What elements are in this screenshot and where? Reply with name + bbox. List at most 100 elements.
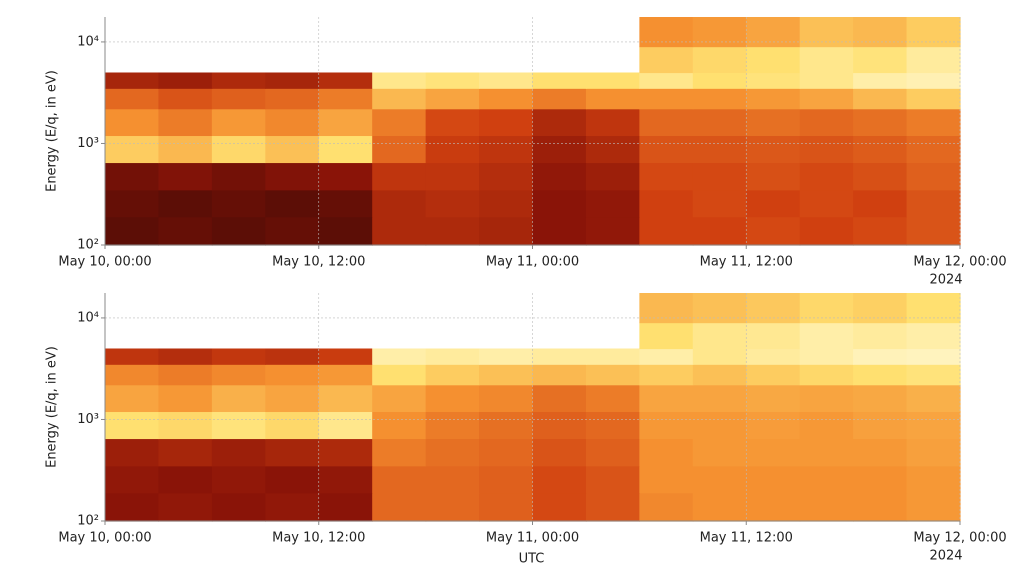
heatmap-cell bbox=[211, 438, 266, 467]
x-tick-label: May 10, 12:00 bbox=[272, 531, 365, 546]
heatmap-cell bbox=[318, 465, 373, 494]
x-tick-label: May 11, 00:00 bbox=[486, 531, 579, 546]
heatmap-cell bbox=[692, 348, 747, 365]
heatmap-cell bbox=[532, 189, 587, 218]
heatmap-cell bbox=[105, 88, 160, 110]
heatmap-cell bbox=[906, 162, 961, 191]
heatmap-cell bbox=[158, 88, 213, 110]
heatmap-cell bbox=[692, 88, 747, 110]
heatmap-cell bbox=[853, 216, 908, 246]
heatmap-cell bbox=[211, 492, 266, 522]
heatmap-cell bbox=[425, 348, 480, 365]
heatmap-cell bbox=[532, 88, 587, 110]
heatmap-cell bbox=[585, 465, 640, 494]
heatmap-cell bbox=[746, 384, 801, 413]
heatmap-cell bbox=[425, 411, 480, 440]
heatmap-cell bbox=[158, 189, 213, 218]
heatmap-cell bbox=[692, 46, 747, 74]
heatmap-cell bbox=[105, 108, 160, 137]
heatmap-cell bbox=[853, 162, 908, 191]
heatmap-cell bbox=[211, 384, 266, 413]
heatmap-cell bbox=[692, 411, 747, 440]
heatmap-cell bbox=[639, 135, 694, 164]
heatmap-cell bbox=[639, 465, 694, 494]
heatmap-cell bbox=[158, 216, 213, 246]
heatmap-cell bbox=[479, 384, 534, 413]
heatmap-cell bbox=[265, 216, 320, 246]
heatmap-cell bbox=[265, 162, 320, 191]
heatmap-cell bbox=[746, 17, 801, 48]
heatmap-cell bbox=[906, 216, 961, 246]
heatmap-cell bbox=[211, 72, 266, 89]
heatmap-cell bbox=[853, 364, 908, 386]
heatmap-cell bbox=[265, 492, 320, 522]
heatmap-cell bbox=[425, 492, 480, 522]
heatmap-cell bbox=[746, 189, 801, 218]
heatmap-cell bbox=[318, 108, 373, 137]
heatmap-cell bbox=[425, 438, 480, 467]
heatmap-cell bbox=[906, 72, 961, 89]
heatmap-cell bbox=[639, 492, 694, 522]
heatmap-cell bbox=[532, 384, 587, 413]
heatmap-cell bbox=[585, 162, 640, 191]
heatmap-cell bbox=[853, 438, 908, 467]
heatmap-cell bbox=[853, 384, 908, 413]
heatmap-cell bbox=[211, 189, 266, 218]
heatmap-cell bbox=[853, 17, 908, 48]
heatmap-cell bbox=[425, 162, 480, 191]
heatmap-cell bbox=[692, 17, 747, 48]
heatmap-cell bbox=[479, 72, 534, 89]
heatmap-cell bbox=[532, 411, 587, 440]
heatmap-cell bbox=[265, 135, 320, 164]
heatmap-cell bbox=[265, 384, 320, 413]
heatmap-cell bbox=[746, 411, 801, 440]
heatmap-cell bbox=[372, 348, 427, 365]
heatmap-cell bbox=[158, 108, 213, 137]
x-tick-label: May 12, 00:00 bbox=[913, 255, 1006, 270]
heatmap-cell bbox=[585, 72, 640, 89]
heatmap-cell bbox=[265, 189, 320, 218]
heatmap-cell bbox=[799, 17, 854, 48]
heatmap-cell bbox=[853, 46, 908, 74]
heatmap-cell bbox=[853, 135, 908, 164]
heatmap-cell bbox=[799, 72, 854, 89]
y-tick-label: 10³ bbox=[77, 412, 99, 427]
heatmap-cell bbox=[372, 216, 427, 246]
heatmap-cell bbox=[158, 162, 213, 191]
heatmap-cell bbox=[318, 216, 373, 246]
heatmap-cell bbox=[318, 492, 373, 522]
heatmap-cell bbox=[372, 162, 427, 191]
heatmap-cell bbox=[746, 465, 801, 494]
heatmap-cell bbox=[425, 88, 480, 110]
heatmap-cell bbox=[158, 411, 213, 440]
heatmap-cell bbox=[746, 322, 801, 350]
heatmap-cell bbox=[479, 189, 534, 218]
heatmap-cell bbox=[318, 72, 373, 89]
heatmap-cell bbox=[692, 162, 747, 191]
heatmap-cell bbox=[372, 492, 427, 522]
heatmap-cell bbox=[906, 438, 961, 467]
heatmap-cell bbox=[211, 348, 266, 365]
annotation: 2024 bbox=[929, 549, 962, 564]
heatmap-cell bbox=[158, 135, 213, 164]
heatmap-cell bbox=[105, 384, 160, 413]
heatmap-cell bbox=[105, 135, 160, 164]
heatmap-cell bbox=[799, 88, 854, 110]
heatmap-cell bbox=[425, 72, 480, 89]
heatmap-cell bbox=[906, 492, 961, 522]
heatmap-cell bbox=[853, 465, 908, 494]
heatmap-cell bbox=[265, 411, 320, 440]
heatmap-cell bbox=[746, 348, 801, 365]
heatmap-cell bbox=[532, 364, 587, 386]
heatmap-cell bbox=[479, 438, 534, 467]
heatmap-cell bbox=[479, 492, 534, 522]
heatmap-cell bbox=[372, 438, 427, 467]
heatmap-cell bbox=[105, 465, 160, 494]
y-axis-label: Energy (E/q, in eV) bbox=[45, 70, 60, 192]
heatmap-cell bbox=[906, 189, 961, 218]
heatmap-cell bbox=[105, 72, 160, 89]
heatmap-cell bbox=[532, 465, 587, 494]
heatmap-cell bbox=[746, 88, 801, 110]
heatmap-cell bbox=[372, 135, 427, 164]
heatmap-cell bbox=[585, 348, 640, 365]
